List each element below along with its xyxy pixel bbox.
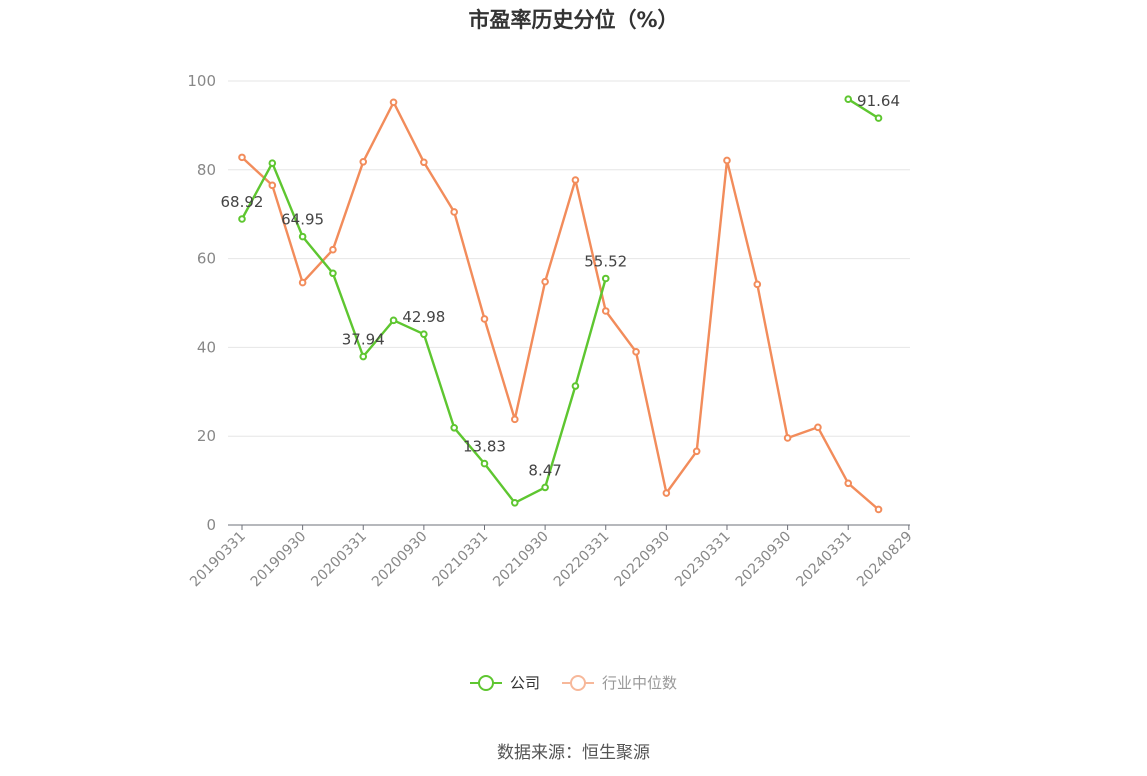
y-tick-label: 60 — [197, 250, 216, 268]
data-point — [662, 489, 671, 497]
data-point — [511, 499, 519, 507]
legend-industry-marker-icon — [562, 674, 594, 692]
x-tick-label: 20220930 — [611, 529, 673, 591]
source-note: 数据来源：恒生聚源 — [497, 743, 650, 763]
data-point — [723, 156, 731, 165]
data-point — [571, 176, 580, 184]
data-point — [541, 277, 549, 286]
x-tick-label: 20230331 — [672, 529, 734, 591]
data-point — [298, 232, 307, 241]
data-label: 42.98 — [402, 308, 445, 326]
data-label: 13.83 — [463, 438, 506, 456]
y-tick-label: 100 — [187, 72, 216, 90]
legend-industry-median-label: 行业中位数 — [602, 674, 678, 692]
y-tick-label: 40 — [197, 338, 216, 356]
data-label: 64.95 — [281, 211, 324, 229]
legend-company-label: 公司 — [509, 674, 540, 692]
data-label: 55.52 — [584, 252, 627, 270]
data-point — [601, 274, 610, 283]
data-point — [844, 95, 853, 104]
data-point — [268, 159, 277, 167]
legend-item-industry-median[interactable]: 行业中位数 — [562, 672, 677, 693]
y-tick-label: 80 — [197, 161, 216, 179]
data-point — [420, 330, 428, 338]
line-chart: 0 20 40 60 80 100 2019033120190930202003312020… — [187, 72, 916, 590]
data-point — [541, 483, 549, 492]
data-point — [298, 278, 307, 287]
legend-company-marker-icon — [469, 674, 502, 692]
series-line-1 — [241, 101, 880, 511]
data-point — [480, 315, 489, 323]
data-label: 37.94 — [342, 331, 385, 349]
data-point — [268, 181, 277, 190]
data-point — [359, 352, 368, 361]
data-point — [571, 382, 580, 390]
series-line-0 — [240, 98, 880, 504]
label-layer: 68.92 64.95 37.94 42.98 13.83 8.47 55.52 91.64 — [221, 92, 900, 479]
data-point — [601, 307, 610, 315]
y-tick-label: 0 — [206, 516, 216, 534]
data-point — [450, 208, 458, 216]
grid-layer — [228, 80, 910, 437]
x-tick-label: 20210930 — [490, 529, 552, 591]
chart-title: 市盈率历史分位（%） — [468, 8, 679, 32]
x-tick-label: 20240331 — [793, 529, 855, 591]
data-label: 91.64 — [857, 92, 900, 110]
x-tick-label: 20200930 — [369, 529, 431, 591]
x-tick-label: 20240829 — [854, 529, 916, 591]
x-tick-label: 20220331 — [551, 529, 613, 591]
data-point — [359, 158, 368, 166]
data-point — [692, 447, 701, 456]
data-point — [844, 479, 853, 488]
series-layer — [238, 95, 883, 514]
y-tick-label: 20 — [197, 427, 216, 445]
axis-layer: 0 20 40 60 80 100 2019033120190930202003312020… — [187, 72, 916, 590]
data-point — [238, 153, 246, 162]
legend-item-company[interactable]: 公司 — [469, 672, 540, 693]
data-point — [753, 280, 762, 289]
data-point — [480, 459, 489, 468]
data-point — [389, 98, 398, 107]
x-tick-label: 20200331 — [308, 529, 370, 591]
data-point — [511, 415, 519, 424]
data-point — [389, 316, 398, 325]
data-point — [450, 423, 458, 432]
data-point — [632, 348, 640, 356]
data-point — [814, 423, 822, 432]
data-point — [238, 215, 246, 223]
x-tick-label: 20190331 — [187, 529, 249, 591]
data-label: 8.47 — [528, 461, 561, 479]
x-tick-label: 20230930 — [733, 529, 795, 591]
data-point — [874, 505, 883, 514]
data-point — [329, 269, 337, 278]
data-label: 68.92 — [221, 193, 264, 211]
legend: 公司 行业中位数 — [0, 672, 1147, 693]
data-point — [783, 434, 792, 442]
x-tick-label: 20190930 — [248, 529, 310, 591]
data-point — [874, 114, 883, 122]
data-point — [329, 245, 337, 254]
x-tick-label: 20210331 — [430, 529, 492, 591]
data-point — [420, 158, 428, 167]
